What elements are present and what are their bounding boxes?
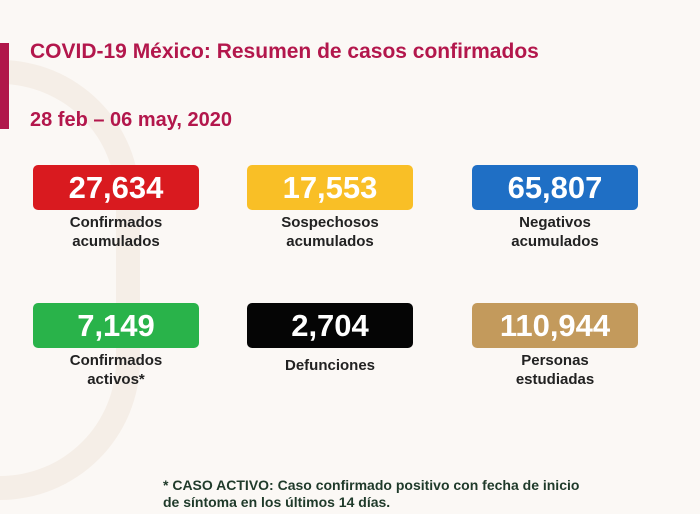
stat-label: Confirmados activos* bbox=[33, 351, 199, 389]
stat-value: 110,944 bbox=[472, 303, 638, 348]
stat-value: 27,634 bbox=[33, 165, 199, 210]
stat-value: 65,807 bbox=[472, 165, 638, 210]
stat-label-1: Negativos bbox=[519, 214, 591, 231]
footnote-line-2: de síntoma en los últimos 14 días. bbox=[163, 494, 391, 510]
stat-card-defunciones: 2,704 Defunciones bbox=[247, 303, 413, 375]
stat-card-negativos-acumulados: 65,807 Negativos acumulados bbox=[472, 165, 638, 251]
stat-value: 17,553 bbox=[247, 165, 413, 210]
stat-label-2: estudiadas bbox=[515, 371, 595, 388]
footnote-line-1: * CASO ACTIVO: Caso confirmado positivo … bbox=[163, 477, 580, 493]
stat-label: Defunciones bbox=[247, 356, 413, 375]
date-range: 28 feb – 06 may, 2020 bbox=[30, 109, 232, 131]
page-title: COVID-19 México: Resumen de casos confir… bbox=[30, 40, 539, 63]
stat-label-2: activos* bbox=[87, 371, 145, 388]
stat-label-2: acumulados bbox=[286, 233, 374, 250]
stat-label: Confirmados acumulados bbox=[33, 213, 199, 251]
accent-bar bbox=[0, 43, 9, 129]
stat-label-1: Defunciones bbox=[284, 357, 375, 374]
footnote: * CASO ACTIVO: Caso confirmado positivo … bbox=[163, 477, 663, 511]
stat-card-confirmados-activos: 7,149 Confirmados activos* bbox=[33, 303, 199, 389]
stat-label-1: Personas bbox=[521, 352, 589, 369]
stat-card-personas-estudiadas: 110,944 Personas estudiadas bbox=[472, 303, 638, 389]
stat-label: Sospechosos acumulados bbox=[247, 213, 413, 251]
stat-label: Personas estudiadas bbox=[472, 351, 638, 389]
stat-label-1: Confirmados bbox=[69, 214, 163, 231]
stat-card-sospechosos-acumulados: 17,553 Sospechosos acumulados bbox=[247, 165, 413, 251]
stat-label-2: acumulados bbox=[72, 233, 160, 250]
stat-label-1: Confirmados bbox=[69, 352, 163, 369]
stat-value: 7,149 bbox=[33, 303, 199, 348]
stat-value: 2,704 bbox=[247, 303, 413, 348]
stat-label-2: acumulados bbox=[511, 233, 599, 250]
stat-label: Negativos acumulados bbox=[472, 213, 638, 251]
stat-label-1: Sospechosos bbox=[281, 214, 379, 231]
stat-card-confirmados-acumulados: 27,634 Confirmados acumulados bbox=[33, 165, 199, 251]
